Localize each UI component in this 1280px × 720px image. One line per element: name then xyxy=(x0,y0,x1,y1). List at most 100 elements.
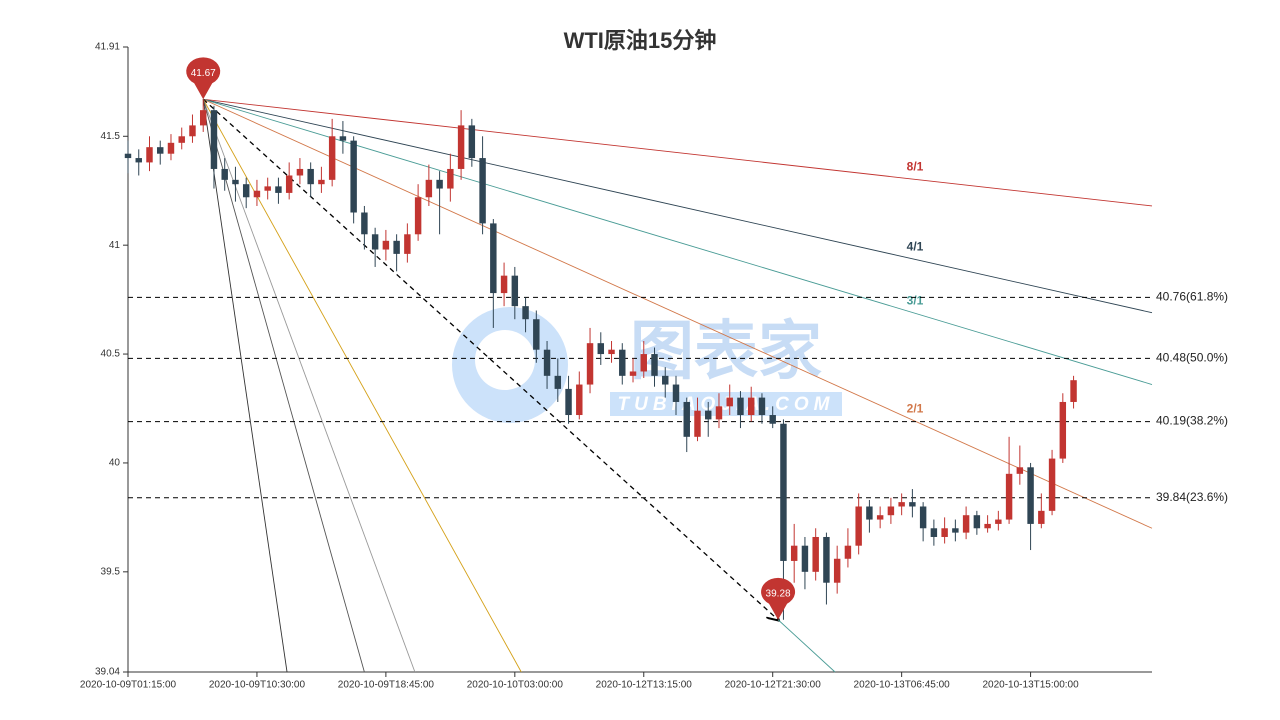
gann-label: 2/1 xyxy=(907,401,924,415)
candle-body xyxy=(210,110,218,169)
candle-body xyxy=(178,136,185,143)
candle-body xyxy=(780,423,787,561)
candle-body xyxy=(296,168,304,176)
candle-body xyxy=(608,349,615,355)
candle-body xyxy=(973,515,981,529)
candle-body xyxy=(264,186,271,191)
level-label: 40.48(50.0%) xyxy=(1156,351,1228,365)
candle-body xyxy=(801,545,809,572)
candle-body xyxy=(823,536,830,583)
candle-body xyxy=(640,354,647,372)
gann-label: 8/1 xyxy=(907,159,924,173)
candle-body xyxy=(146,147,153,163)
candle-body xyxy=(135,158,142,163)
candle-body xyxy=(662,375,669,385)
candle-body xyxy=(371,234,379,250)
x-tick-label: 2020-10-09T10:30:00 xyxy=(209,680,306,691)
watermark-text: 图表家 xyxy=(630,315,822,387)
candle-body xyxy=(844,545,852,559)
candle-body xyxy=(393,240,400,254)
y-tick-label: 40.5 xyxy=(101,349,121,360)
candle-body xyxy=(1038,510,1045,524)
level-label: 40.76(61.8%) xyxy=(1156,290,1228,304)
candle-body xyxy=(242,184,250,198)
marker-pin xyxy=(186,57,221,100)
y-tick-label: 39.04 xyxy=(95,667,120,678)
candle-body xyxy=(543,349,551,376)
x-tick-label: 2020-10-10T03:00:00 xyxy=(467,680,564,691)
candle-body xyxy=(167,142,175,154)
candle-body xyxy=(866,506,873,520)
candle-body xyxy=(307,168,314,185)
candle-body xyxy=(726,397,733,407)
candle-body xyxy=(876,515,884,520)
candle-body xyxy=(500,275,508,294)
watermark: 图表家 TUBIAOJIA.COM xyxy=(452,307,842,423)
candle-body xyxy=(232,179,239,185)
watermark-bar xyxy=(610,392,842,416)
watermark-subtext: TUBIAOJIA.COM xyxy=(618,394,835,415)
candle-body xyxy=(672,384,680,402)
candle-body xyxy=(350,140,357,213)
x-tick-label: 2020-10-12T13:15:00 xyxy=(596,680,693,691)
candle-body xyxy=(361,212,368,235)
candle-body xyxy=(318,179,325,185)
candle-body xyxy=(554,375,562,389)
candle-body xyxy=(275,186,282,193)
level-label: 39.84(23.6%) xyxy=(1156,490,1228,504)
candle-body xyxy=(1059,401,1067,459)
marker-pin xyxy=(761,577,796,620)
gann-line xyxy=(202,99,365,673)
candle-body xyxy=(694,410,701,437)
x-tick-label: 2020-10-13T06:45:00 xyxy=(854,680,951,691)
candle-body xyxy=(511,275,519,307)
candle-body xyxy=(522,306,529,320)
marker-label: 39.28 xyxy=(766,588,791,599)
candle-body xyxy=(576,384,583,416)
candle-body xyxy=(619,349,626,376)
candle-body xyxy=(758,397,766,416)
candle-body xyxy=(769,415,776,424)
gann-line xyxy=(777,619,836,673)
x-tick-label: 2020-10-09T01:15:00 xyxy=(80,680,177,691)
candle-body xyxy=(382,240,390,250)
candle-body xyxy=(457,125,465,169)
candle-body xyxy=(683,401,690,437)
candle-body xyxy=(747,397,755,416)
candle-body xyxy=(898,502,905,507)
gann-label: 3/1 xyxy=(907,293,924,307)
candle-body xyxy=(533,319,540,350)
gann-line xyxy=(202,99,288,673)
candle-body xyxy=(855,506,862,546)
candle-body xyxy=(447,168,454,189)
candle-body xyxy=(124,153,132,159)
x-tick-label: 2020-10-12T21:30:00 xyxy=(725,680,822,691)
candle-body xyxy=(1005,473,1013,520)
candle-body xyxy=(812,536,819,572)
candle-body xyxy=(629,371,637,376)
candle-body xyxy=(941,528,948,537)
candle-body xyxy=(737,397,744,416)
candle-body xyxy=(565,388,572,416)
gann-line xyxy=(203,98,1153,385)
candle-body xyxy=(189,125,196,137)
candle-body xyxy=(339,136,347,141)
candle-body xyxy=(833,558,841,583)
y-tick-label: 40 xyxy=(109,458,121,469)
candle-body xyxy=(404,234,411,254)
candle-body xyxy=(490,223,497,294)
candle-body xyxy=(157,147,164,154)
candle-body xyxy=(253,190,261,198)
candle-body xyxy=(995,519,1002,524)
x-tick-label: 2020-10-13T15:00:00 xyxy=(982,680,1079,691)
chart-title: WTI原油15分钟 xyxy=(564,28,717,53)
y-tick-label: 39.5 xyxy=(101,566,121,577)
candle-body xyxy=(468,125,476,159)
candle-body xyxy=(414,197,422,235)
candle-body xyxy=(285,175,293,193)
candle-body xyxy=(425,179,433,198)
candle-body xyxy=(952,528,959,533)
candle-body xyxy=(479,158,486,224)
candle-body xyxy=(930,528,938,537)
y-tick-label: 41 xyxy=(109,240,121,251)
